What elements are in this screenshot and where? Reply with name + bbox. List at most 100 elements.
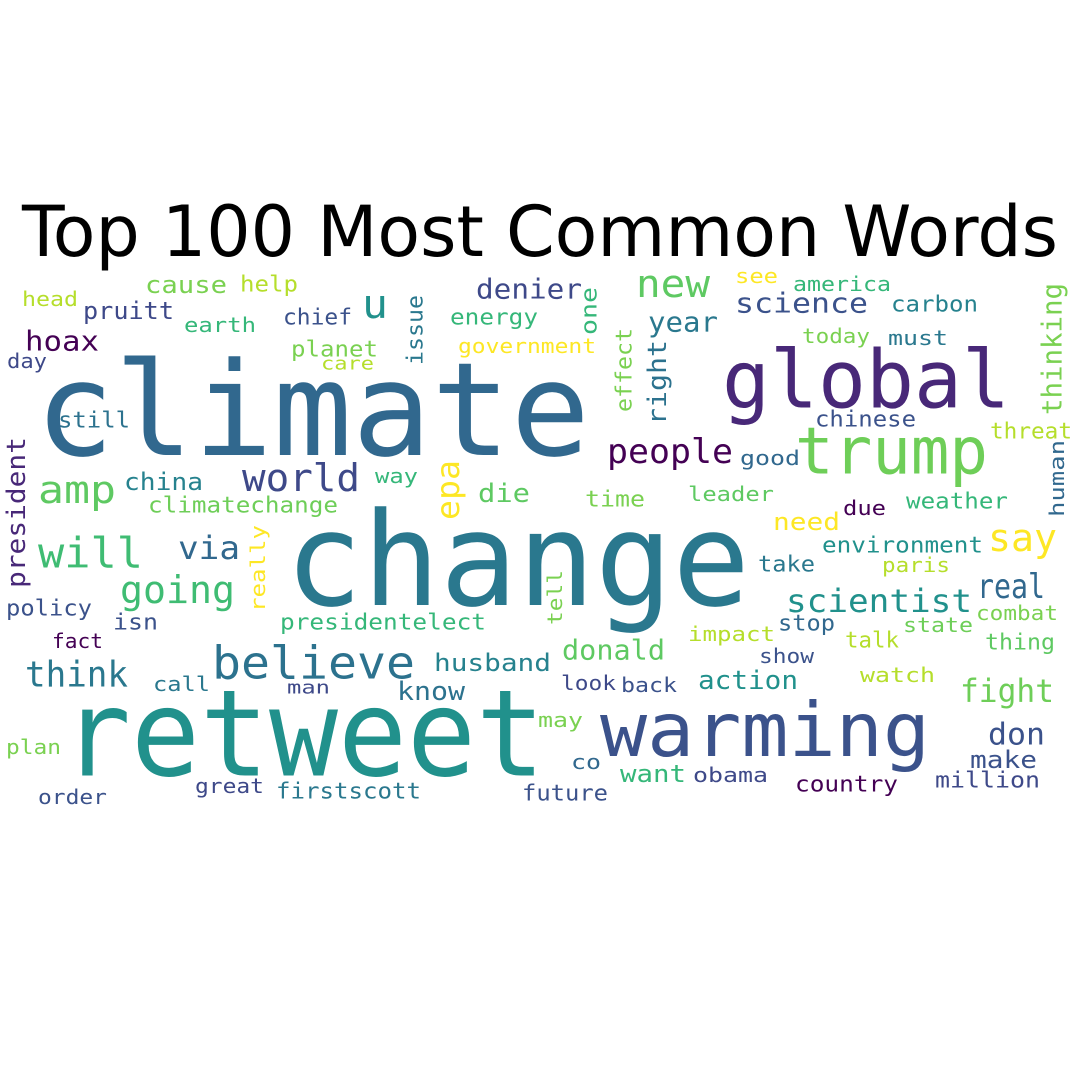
word: weather bbox=[906, 490, 1008, 515]
word: one bbox=[578, 287, 603, 335]
word: action bbox=[698, 666, 798, 696]
word: planet bbox=[291, 338, 378, 363]
word: presidentelect bbox=[280, 611, 486, 636]
word: care bbox=[321, 354, 374, 375]
word: great bbox=[195, 774, 264, 798]
word: due bbox=[843, 496, 886, 520]
word: state bbox=[903, 613, 973, 637]
word: thing bbox=[985, 631, 1055, 656]
word: want bbox=[620, 760, 686, 788]
word: thinking bbox=[1036, 283, 1069, 415]
word: going bbox=[120, 568, 235, 612]
word: epa bbox=[429, 460, 467, 520]
word: hoax bbox=[25, 325, 99, 358]
word: see bbox=[735, 264, 778, 288]
word: retweet bbox=[62, 666, 545, 805]
word: firstscott bbox=[276, 780, 421, 805]
word: don bbox=[988, 718, 1045, 753]
word: chief bbox=[283, 306, 352, 331]
word: will bbox=[38, 529, 143, 578]
word: think bbox=[25, 655, 128, 696]
word: obama bbox=[693, 763, 768, 787]
word: help bbox=[240, 273, 298, 298]
word: pruitt bbox=[83, 297, 174, 325]
word: good bbox=[740, 446, 800, 470]
word: energy bbox=[450, 306, 538, 331]
word: policy bbox=[6, 597, 92, 622]
word: man bbox=[287, 678, 330, 699]
word: way bbox=[375, 464, 418, 488]
word: environment bbox=[822, 534, 983, 559]
word: head bbox=[22, 287, 78, 311]
word: future bbox=[522, 782, 608, 807]
word: chinese bbox=[815, 408, 916, 433]
word: china bbox=[124, 468, 203, 496]
word: science bbox=[735, 287, 868, 320]
word: day bbox=[7, 349, 47, 373]
word: human bbox=[1045, 440, 1069, 517]
word: husband bbox=[434, 649, 551, 677]
word: warming bbox=[600, 686, 930, 774]
word: carbon bbox=[891, 293, 978, 318]
word: fight bbox=[960, 672, 1054, 710]
word: threat bbox=[990, 420, 1072, 445]
word: believe bbox=[212, 637, 415, 690]
word: know bbox=[397, 677, 465, 707]
word: right bbox=[643, 340, 673, 425]
word: million bbox=[935, 769, 1040, 794]
word: people bbox=[607, 432, 733, 472]
word: say bbox=[988, 516, 1057, 560]
word: fact bbox=[52, 629, 103, 653]
word: leader bbox=[688, 482, 774, 506]
word: real bbox=[977, 567, 1045, 607]
word: climate bbox=[35, 334, 590, 486]
word: paris bbox=[882, 553, 950, 577]
word: world bbox=[242, 456, 360, 500]
word: scientist bbox=[786, 582, 972, 620]
word: year bbox=[648, 306, 718, 339]
word: back bbox=[621, 673, 677, 697]
word: still bbox=[58, 409, 130, 434]
word: really bbox=[246, 525, 270, 612]
word: tell bbox=[543, 570, 567, 625]
word: today bbox=[802, 324, 870, 348]
word: need bbox=[773, 508, 840, 536]
word: amp bbox=[38, 468, 116, 512]
word: look bbox=[561, 671, 616, 695]
word: die bbox=[478, 479, 530, 509]
word: must bbox=[888, 326, 948, 350]
word: donald bbox=[562, 634, 665, 667]
word: denier bbox=[476, 273, 582, 306]
word: issue bbox=[404, 295, 429, 365]
word: america bbox=[793, 272, 891, 296]
word: stop bbox=[778, 612, 835, 637]
word: watch bbox=[860, 663, 935, 687]
word: call bbox=[153, 672, 210, 696]
word: earth bbox=[184, 313, 256, 337]
word: take bbox=[758, 553, 815, 578]
word: president bbox=[2, 437, 32, 588]
title: Top 100 Most Common Words bbox=[21, 191, 1058, 273]
word: via bbox=[178, 529, 240, 567]
word: isn bbox=[113, 611, 158, 636]
word: co bbox=[571, 750, 601, 774]
word: plan bbox=[6, 735, 61, 759]
word: make bbox=[970, 746, 1037, 774]
word: global bbox=[722, 334, 1010, 427]
word: talk bbox=[845, 629, 899, 654]
word: time bbox=[585, 488, 645, 513]
word: trump bbox=[795, 415, 988, 490]
word: change bbox=[285, 484, 750, 636]
word: order bbox=[38, 785, 107, 809]
word: u bbox=[362, 282, 388, 328]
word: combat bbox=[976, 601, 1058, 625]
word: government bbox=[458, 334, 596, 358]
word: effect bbox=[613, 328, 638, 412]
word: new bbox=[636, 262, 710, 306]
word: show bbox=[759, 644, 815, 668]
word: country bbox=[795, 773, 898, 798]
word: may bbox=[538, 708, 583, 732]
word: impact bbox=[688, 622, 775, 646]
